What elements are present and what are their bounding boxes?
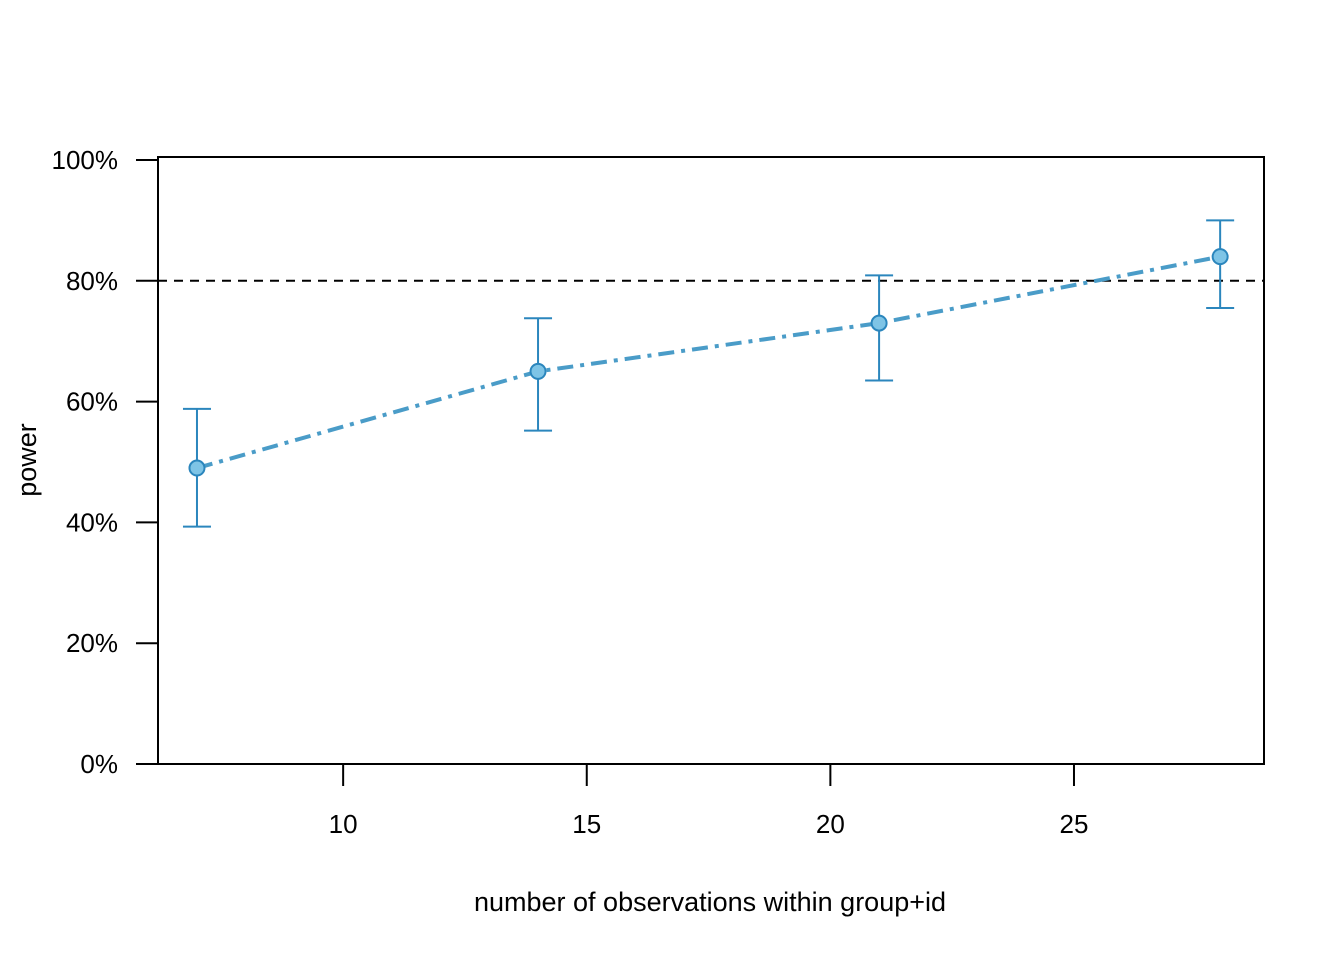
y-tick-label: 80% <box>66 266 118 296</box>
y-tick-label: 0% <box>80 749 118 779</box>
x-axis: 10 15 20 25 <box>329 763 1089 839</box>
series-layer <box>182 219 1235 528</box>
y-axis-title: power <box>12 423 42 497</box>
x-tick-label: 25 <box>1060 809 1089 839</box>
x-tick-label: 15 <box>572 809 601 839</box>
series-0 <box>182 219 1235 528</box>
data-point <box>870 314 888 332</box>
x-axis-title: number of observations within group+id <box>474 887 946 917</box>
x-tick-label: 20 <box>816 809 845 839</box>
y-tick-label: 100% <box>52 145 119 175</box>
plot-box <box>157 156 1265 765</box>
y-tick-label: 60% <box>66 387 118 417</box>
x-tick-label: 10 <box>329 809 358 839</box>
y-tick-label: 20% <box>66 628 118 658</box>
data-point <box>1211 248 1229 266</box>
y-axis: 0% 20% 40% 60% 80% 100% <box>52 145 159 779</box>
y-tick-label: 40% <box>66 507 118 537</box>
series-line <box>196 254 1221 470</box>
data-point <box>188 459 206 477</box>
data-point <box>529 362 547 380</box>
